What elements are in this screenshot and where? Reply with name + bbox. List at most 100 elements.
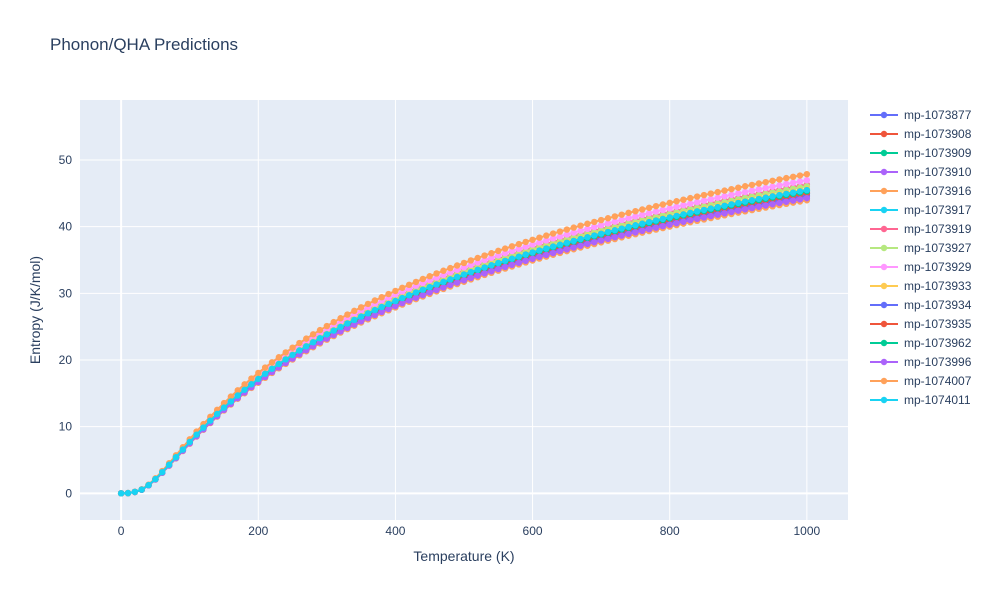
legend-item-mp-1073910[interactable]: mp-1073910 xyxy=(870,165,972,179)
data-point xyxy=(803,186,811,194)
data-point xyxy=(337,328,344,335)
legend[interactable]: mp-1073877 mp-1073908 mp-1073909 mp-1073910… xyxy=(870,108,972,407)
data-point xyxy=(611,227,619,234)
legend-item-mp-1074011[interactable]: mp-1074011 xyxy=(870,393,971,407)
x-tick-label: 1000 xyxy=(794,524,821,538)
legend-item-mp-1073934[interactable]: mp-1073934 xyxy=(870,298,972,312)
legend-item-mp-1074007[interactable]: mp-1074007 xyxy=(870,374,972,388)
data-point xyxy=(207,417,214,424)
data-point xyxy=(412,278,420,286)
data-point xyxy=(426,289,433,296)
legend-item-mp-1073962[interactable]: mp-1073962 xyxy=(870,336,972,350)
data-point xyxy=(803,176,811,184)
data-point xyxy=(597,221,605,229)
data-point xyxy=(474,266,481,273)
data-point xyxy=(796,196,804,203)
series-layer xyxy=(117,170,811,497)
data-point xyxy=(721,210,728,217)
y-tick-label: 40 xyxy=(59,220,73,234)
legend-item-mp-1073908[interactable]: mp-1073908 xyxy=(870,127,972,141)
data-point xyxy=(707,212,715,220)
legend-label: mp-1073917 xyxy=(904,203,972,217)
data-point xyxy=(584,225,591,233)
data-point xyxy=(597,237,605,244)
legend-item-mp-1073877[interactable]: mp-1073877 xyxy=(870,108,972,122)
data-point xyxy=(323,322,331,330)
data-point xyxy=(522,251,529,258)
legend-item-mp-1073917[interactable]: mp-1073917 xyxy=(870,203,972,217)
data-point xyxy=(316,335,324,342)
data-point xyxy=(440,278,447,286)
legend-item-mp-1073927[interactable]: mp-1073927 xyxy=(870,241,972,255)
data-point xyxy=(193,431,200,438)
data-point xyxy=(351,321,358,328)
legend-marker xyxy=(880,396,888,404)
data-point xyxy=(563,246,571,253)
data-point xyxy=(714,203,721,211)
data-point xyxy=(789,179,797,186)
legend-item-mp-1073996[interactable]: mp-1073996 xyxy=(870,355,972,369)
data-point xyxy=(741,206,749,213)
data-point xyxy=(289,344,296,351)
data-point xyxy=(508,261,516,269)
data-point xyxy=(776,199,783,207)
data-point xyxy=(529,236,536,243)
data-point xyxy=(460,271,468,278)
data-point xyxy=(632,222,639,229)
data-point xyxy=(659,206,667,214)
data-point xyxy=(755,203,763,210)
legend-label: mp-1073927 xyxy=(904,241,972,255)
data-point xyxy=(783,190,790,197)
data-point xyxy=(371,306,379,314)
data-point xyxy=(351,307,358,315)
grid xyxy=(80,100,848,520)
data-point xyxy=(508,243,516,250)
legend-item-mp-1073935[interactable]: mp-1073935 xyxy=(870,317,972,331)
data-point xyxy=(543,232,550,239)
data-point xyxy=(714,194,721,201)
data-point xyxy=(680,196,687,203)
data-point xyxy=(433,281,440,288)
data-point xyxy=(447,281,454,289)
data-point xyxy=(378,308,385,316)
data-point xyxy=(255,369,262,377)
data-point xyxy=(351,316,358,324)
data-point xyxy=(659,215,667,223)
data-point xyxy=(748,197,756,204)
data-point xyxy=(536,234,543,241)
x-tick-label: 200 xyxy=(248,524,268,538)
data-point xyxy=(474,254,481,262)
data-point xyxy=(268,365,276,372)
data-point xyxy=(666,214,673,221)
legend-marker xyxy=(880,130,888,138)
data-point xyxy=(412,294,420,301)
legend-item-mp-1073929[interactable]: mp-1073929 xyxy=(870,260,972,274)
data-point xyxy=(666,221,673,228)
data-point xyxy=(392,302,399,310)
legend-label: mp-1074011 xyxy=(904,393,971,407)
legend-label: mp-1073962 xyxy=(904,336,972,350)
legend-item-mp-1073919[interactable]: mp-1073919 xyxy=(870,222,972,236)
data-point xyxy=(309,331,317,338)
legend-item-mp-1073933[interactable]: mp-1073933 xyxy=(870,279,972,293)
data-point xyxy=(556,233,564,240)
data-point xyxy=(707,190,715,197)
data-point xyxy=(728,208,735,216)
data-point xyxy=(275,360,283,368)
data-point xyxy=(440,267,447,274)
data-point xyxy=(426,283,433,291)
data-point xyxy=(783,180,790,188)
legend-label: mp-1073916 xyxy=(904,184,972,198)
data-point xyxy=(659,223,667,230)
data-point xyxy=(611,218,619,225)
data-point xyxy=(577,227,584,234)
series-mp-1074007 xyxy=(117,170,811,497)
y-tick-label: 10 xyxy=(59,420,73,434)
data-point xyxy=(748,204,756,212)
legend-item-mp-1073909[interactable]: mp-1073909 xyxy=(870,146,972,160)
data-point xyxy=(165,461,173,468)
legend-item-mp-1073916[interactable]: mp-1073916 xyxy=(870,184,972,198)
data-point xyxy=(591,232,598,239)
data-point xyxy=(399,294,406,302)
